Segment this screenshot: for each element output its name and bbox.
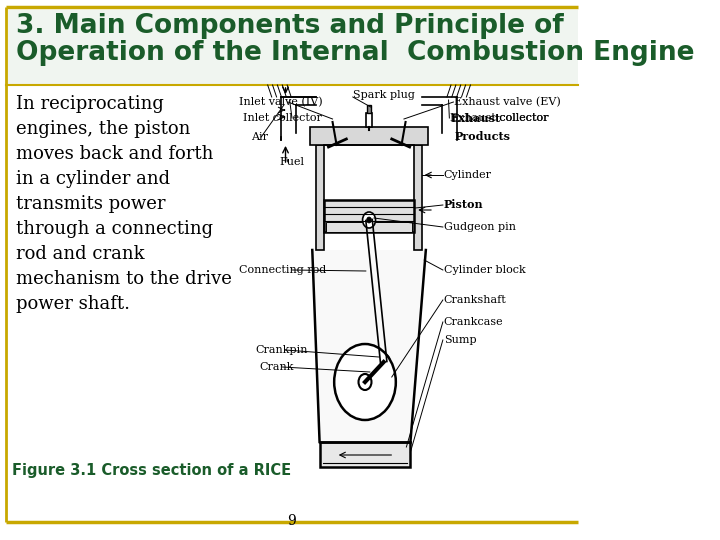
Text: Inlet valve (IV): Inlet valve (IV) xyxy=(239,97,323,107)
Circle shape xyxy=(377,354,390,370)
Text: Operation of the Internal  Combustion Engine: Operation of the Internal Combustion Eng… xyxy=(17,40,695,66)
Circle shape xyxy=(381,359,386,365)
Bar xyxy=(366,105,372,113)
Bar xyxy=(316,145,325,250)
Text: Spark plug: Spark plug xyxy=(353,90,415,100)
Text: Exhaust collector: Exhaust collector xyxy=(450,113,549,123)
Text: Cylinder block: Cylinder block xyxy=(444,265,526,275)
Circle shape xyxy=(363,212,376,228)
Circle shape xyxy=(366,217,372,223)
Bar xyxy=(6,10,577,85)
Text: Exhaust: Exhaust xyxy=(450,112,500,124)
Text: Fuel: Fuel xyxy=(280,157,305,167)
Bar xyxy=(310,127,428,145)
Text: Figure 3.1 Cross section of a RICE: Figure 3.1 Cross section of a RICE xyxy=(12,463,292,478)
Polygon shape xyxy=(312,250,426,442)
Bar xyxy=(414,145,422,250)
Circle shape xyxy=(364,214,374,226)
Text: Products: Products xyxy=(454,132,510,143)
Text: Inlet collector: Inlet collector xyxy=(243,113,323,123)
Text: Crankshaft: Crankshaft xyxy=(444,295,506,305)
Text: collector: collector xyxy=(496,113,549,123)
Bar xyxy=(326,222,412,232)
Text: 9: 9 xyxy=(287,514,297,528)
Text: Crankcase: Crankcase xyxy=(444,317,503,327)
Bar xyxy=(320,442,410,467)
Text: Gudgeon pin: Gudgeon pin xyxy=(444,222,516,232)
Text: Connecting rod: Connecting rod xyxy=(239,265,327,275)
Circle shape xyxy=(334,344,396,420)
Bar xyxy=(325,200,414,232)
Bar xyxy=(366,113,372,127)
Text: Crank: Crank xyxy=(259,362,294,372)
Text: Air: Air xyxy=(251,132,269,142)
Circle shape xyxy=(359,374,372,390)
Text: In reciprocating
engines, the piston
moves back and forth
in a cylinder and
tran: In reciprocating engines, the piston mov… xyxy=(17,95,232,313)
Text: Cylinder: Cylinder xyxy=(444,170,492,180)
Text: Piston: Piston xyxy=(444,199,483,211)
Text: Crankpin: Crankpin xyxy=(256,345,308,355)
Text: Sump: Sump xyxy=(444,335,477,345)
Text: Exhaust valve (EV): Exhaust valve (EV) xyxy=(454,97,561,107)
Text: 3. Main Components and Principle of: 3. Main Components and Principle of xyxy=(17,13,564,39)
